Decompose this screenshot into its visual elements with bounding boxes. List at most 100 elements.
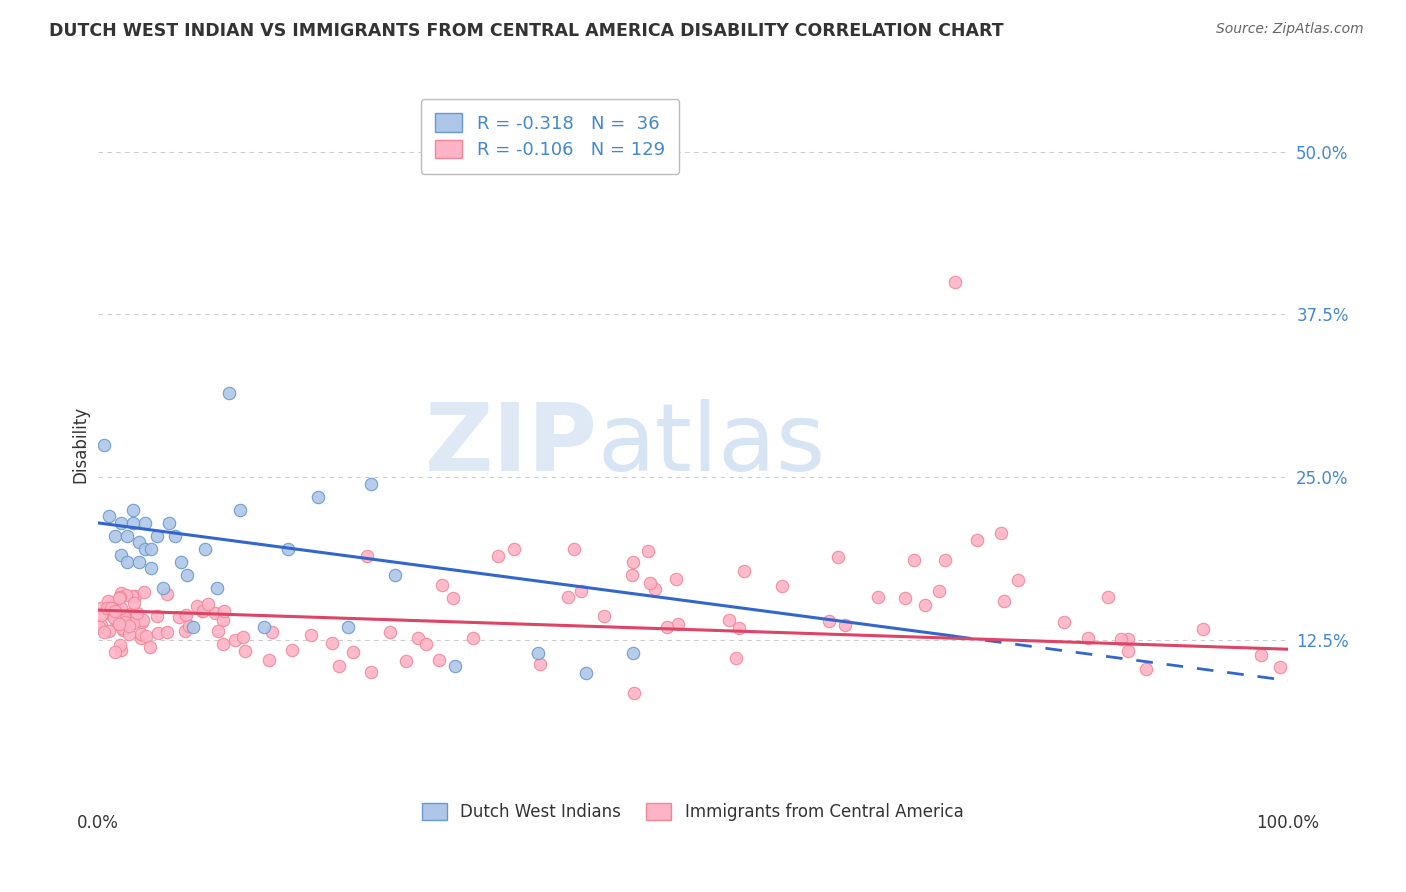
Point [557, 590, 579, 604]
Y-axis label: Disability: Disability [72, 406, 89, 483]
Point [146, 625, 169, 640]
Point [121, 589, 143, 603]
Point [262, 624, 284, 639]
Point [866, 590, 889, 604]
Point [205, 581, 228, 595]
Point [122, 616, 145, 631]
Point [100, 601, 122, 615]
Point [328, 659, 350, 673]
Point [118, 607, 141, 622]
Point [384, 568, 406, 582]
Point [90, 607, 112, 622]
Point [125, 608, 148, 623]
Point [827, 550, 849, 565]
Point [93, 624, 115, 639]
Point [87, 619, 110, 633]
Point [443, 659, 465, 673]
Point [993, 594, 1015, 608]
Point [110, 516, 132, 530]
Point [1109, 632, 1132, 647]
Point [638, 575, 661, 590]
Point [108, 611, 131, 625]
Point [934, 553, 956, 567]
Point [212, 604, 235, 618]
Text: Source: ZipAtlas.com: Source: ZipAtlas.com [1216, 22, 1364, 37]
Point [104, 604, 127, 618]
Point [103, 611, 125, 625]
Point [110, 549, 132, 563]
Point [174, 624, 197, 638]
Point [139, 640, 162, 655]
Point [108, 638, 131, 652]
Point [97, 624, 120, 639]
Point [1116, 632, 1139, 646]
Point [181, 620, 204, 634]
Point [733, 564, 755, 578]
Point [100, 599, 122, 614]
Point [128, 555, 150, 569]
Point [108, 591, 131, 605]
Point [152, 581, 174, 595]
Point [139, 561, 162, 575]
Point [135, 629, 157, 643]
Point [114, 615, 136, 629]
Point [427, 653, 450, 667]
Point [1192, 622, 1215, 636]
Point [157, 516, 180, 530]
Point [134, 516, 156, 530]
Text: ZIP: ZIP [425, 399, 598, 491]
Point [1250, 648, 1272, 663]
Point [621, 555, 644, 569]
Point [360, 476, 382, 491]
Point [834, 617, 856, 632]
Point [90, 600, 112, 615]
Point [395, 654, 418, 668]
Point [101, 601, 124, 615]
Point [894, 591, 917, 606]
Point [529, 657, 551, 671]
Point [122, 516, 145, 530]
Point [903, 553, 925, 567]
Point [441, 591, 464, 605]
Point [277, 541, 299, 556]
Point [129, 626, 152, 640]
Point [93, 437, 115, 451]
Point [117, 529, 139, 543]
Point [644, 582, 666, 596]
Point [124, 589, 146, 603]
Point [966, 533, 988, 548]
Point [257, 653, 280, 667]
Point [569, 583, 592, 598]
Legend: Dutch West Indians, Immigrants from Central America: Dutch West Indians, Immigrants from Cent… [409, 789, 977, 834]
Point [118, 619, 141, 633]
Point [127, 607, 149, 621]
Point [943, 275, 966, 289]
Point [623, 685, 645, 699]
Point [207, 624, 229, 638]
Point [408, 632, 430, 646]
Point [117, 555, 139, 569]
Point [132, 613, 155, 627]
Point [1077, 632, 1099, 646]
Point [728, 621, 751, 635]
Point [134, 541, 156, 556]
Point [218, 385, 240, 400]
Point [668, 616, 690, 631]
Point [342, 645, 364, 659]
Point [1270, 659, 1292, 673]
Point [360, 665, 382, 679]
Point [111, 621, 134, 635]
Point [503, 541, 526, 556]
Point [118, 627, 141, 641]
Point [914, 599, 936, 613]
Point [665, 572, 688, 586]
Point [718, 613, 741, 627]
Point [155, 624, 177, 639]
Point [191, 604, 214, 618]
Point [104, 529, 127, 543]
Point [98, 509, 121, 524]
Point [110, 642, 132, 657]
Point [110, 585, 132, 599]
Point [211, 637, 233, 651]
Point [110, 590, 132, 604]
